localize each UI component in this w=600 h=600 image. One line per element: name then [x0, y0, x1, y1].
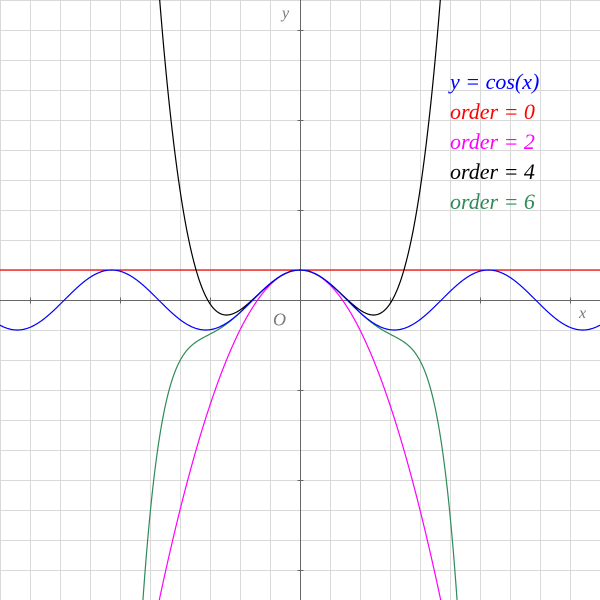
legend-entry: order = 6: [450, 189, 535, 214]
legend-entry: order = 4: [450, 159, 535, 184]
legend-entry: order = 0: [450, 99, 535, 124]
legend-entry: order = 2: [450, 129, 535, 154]
series-line-0: [0, 269, 600, 331]
origin-label: O: [273, 310, 286, 330]
y-axis-label: y: [280, 5, 290, 22]
legend: y = cos(x) order = 0 order = 2 order = 4 ord…: [448, 69, 539, 214]
legend-entry: y = cos(x): [448, 69, 539, 94]
axis-ticks: [30, 30, 571, 571]
x-axis-label: x: [578, 305, 586, 322]
